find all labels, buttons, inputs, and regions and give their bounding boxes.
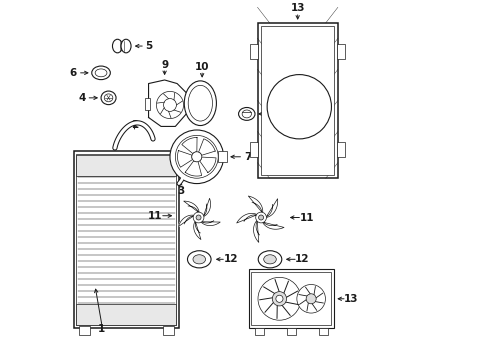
Bar [337, 44, 345, 59]
Bar [250, 143, 258, 157]
Text: 4: 4 [78, 93, 85, 103]
Ellipse shape [101, 91, 116, 105]
Bar [319, 328, 328, 335]
Text: 11: 11 [300, 212, 315, 222]
Ellipse shape [113, 39, 122, 53]
Text: 9: 9 [161, 60, 168, 70]
Bar [287, 328, 296, 335]
Ellipse shape [239, 108, 255, 120]
Polygon shape [248, 196, 263, 212]
Circle shape [196, 215, 201, 220]
Text: 13: 13 [344, 294, 359, 304]
Text: 1: 1 [98, 324, 105, 334]
Text: 7: 7 [244, 152, 251, 162]
Ellipse shape [184, 81, 217, 126]
Polygon shape [148, 80, 188, 126]
Bar [76, 304, 176, 325]
Ellipse shape [264, 255, 276, 264]
Text: 2: 2 [131, 120, 139, 130]
Text: 12: 12 [295, 254, 310, 264]
Polygon shape [178, 215, 194, 226]
Bar [76, 155, 176, 176]
Text: 3: 3 [178, 186, 185, 196]
Bar [76, 154, 176, 325]
Ellipse shape [188, 251, 211, 268]
Ellipse shape [258, 251, 282, 268]
Circle shape [156, 91, 184, 118]
Polygon shape [201, 221, 220, 226]
Polygon shape [194, 221, 201, 239]
Ellipse shape [95, 69, 107, 77]
Bar [163, 327, 173, 336]
Circle shape [192, 152, 202, 162]
Bar [255, 328, 264, 335]
Ellipse shape [121, 39, 131, 53]
Bar [261, 26, 334, 175]
Text: 10: 10 [195, 62, 209, 72]
Polygon shape [267, 199, 278, 217]
Circle shape [164, 99, 176, 112]
Circle shape [256, 212, 267, 223]
Circle shape [272, 292, 287, 306]
Polygon shape [253, 221, 260, 242]
Circle shape [259, 215, 264, 220]
Polygon shape [204, 198, 211, 216]
Circle shape [193, 212, 204, 223]
Polygon shape [184, 201, 199, 212]
Text: 11: 11 [147, 211, 162, 221]
Circle shape [267, 75, 331, 139]
Circle shape [306, 294, 316, 304]
Bar [79, 327, 90, 336]
Bar [145, 98, 150, 111]
Bar [337, 143, 345, 157]
Bar [248, 269, 334, 328]
Circle shape [170, 130, 223, 184]
Text: 6: 6 [70, 68, 77, 78]
Text: 8: 8 [271, 109, 278, 119]
Bar [250, 44, 258, 59]
Bar [74, 152, 179, 328]
Text: 5: 5 [145, 41, 152, 51]
Bar [251, 272, 331, 325]
Polygon shape [263, 222, 284, 229]
Ellipse shape [193, 255, 206, 264]
Ellipse shape [92, 66, 110, 80]
Text: 12: 12 [223, 254, 238, 264]
Bar [218, 152, 227, 162]
Circle shape [297, 284, 325, 313]
Text: 13: 13 [291, 3, 305, 13]
Ellipse shape [188, 85, 213, 121]
Circle shape [276, 295, 283, 302]
Polygon shape [237, 213, 257, 223]
Ellipse shape [242, 110, 251, 118]
Ellipse shape [104, 94, 113, 102]
Circle shape [175, 135, 218, 178]
Bar [258, 23, 338, 178]
Circle shape [258, 277, 301, 320]
